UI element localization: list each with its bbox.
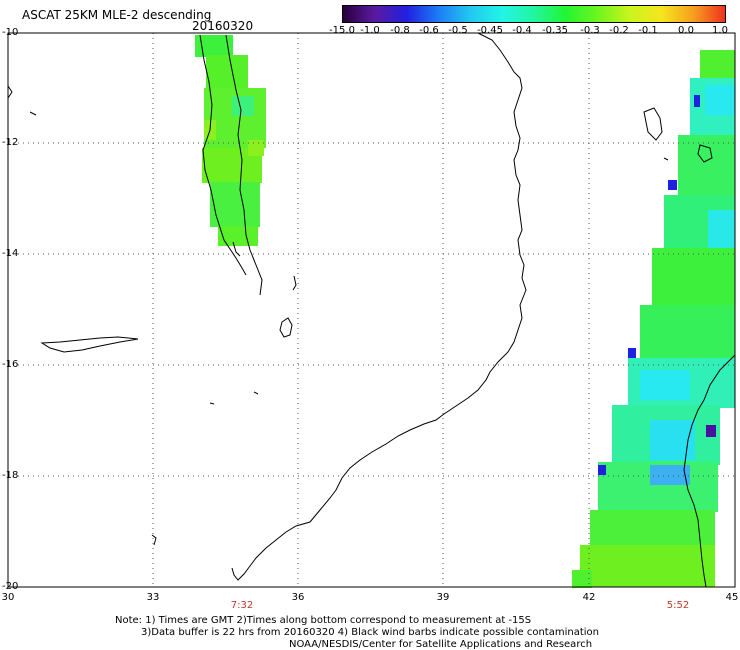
x-tick-label: 39 xyxy=(436,592,450,603)
pass-time: 7:32 xyxy=(230,600,254,611)
x-tick-label: 33 xyxy=(146,592,160,603)
colorbar-label: 1.0 xyxy=(712,25,728,36)
coastline xyxy=(7,32,736,588)
colorbar-label: -0.35 xyxy=(542,25,568,36)
colorbar-label: -0.2 xyxy=(609,25,629,36)
colorbar-label: -15.0 xyxy=(329,25,355,36)
map-date: 20160320 xyxy=(192,19,254,33)
colorbar-label: -0.4 xyxy=(512,25,532,36)
x-tick-label: 30 xyxy=(1,592,15,603)
colorbar-label: 0.0 xyxy=(678,25,694,36)
y-tick-label: -14 xyxy=(2,248,19,259)
note-line: NOAA/NESDIS/Center for Satellite Applica… xyxy=(289,639,593,650)
map-title: ASCAT 25KM MLE-2 descending xyxy=(22,8,212,22)
y-tick-label: -16 xyxy=(2,359,19,370)
colorbar-label: -0.6 xyxy=(419,25,439,36)
left-data-swath xyxy=(195,35,266,246)
pass-time: 5:52 xyxy=(666,600,690,611)
note-line: 3)Data buffer is 22 hrs from 20160320 4)… xyxy=(141,627,599,638)
colorbar-label: -0.1 xyxy=(638,25,658,36)
colorbar-label: -0.5 xyxy=(448,25,468,36)
y-tick-label: -18 xyxy=(2,470,19,481)
y-tick-label: -10 xyxy=(2,27,19,38)
map-frame xyxy=(7,32,736,588)
y-tick-label: -12 xyxy=(2,137,19,148)
colorbar-label: -0.45 xyxy=(477,25,503,36)
right-data-swath xyxy=(572,50,735,588)
colorbar-label: -0.8 xyxy=(390,25,410,36)
colorbar-labels: -15.0 -1.0 -0.8 -0.6 -0.5 -0.45 -0.4 -0.… xyxy=(329,25,740,37)
y-tick-label: -20 xyxy=(2,581,19,592)
colorbar-label: -1.0 xyxy=(360,25,380,36)
x-tick-label: 42 xyxy=(582,592,596,603)
colorbar xyxy=(342,5,726,23)
note-line: Note: 1) Times are GMT 2)Times along bot… xyxy=(115,615,532,626)
colorbar-label: -0.3 xyxy=(580,25,600,36)
x-tick-label: 36 xyxy=(291,592,305,603)
x-tick-label: 45 xyxy=(725,592,739,603)
